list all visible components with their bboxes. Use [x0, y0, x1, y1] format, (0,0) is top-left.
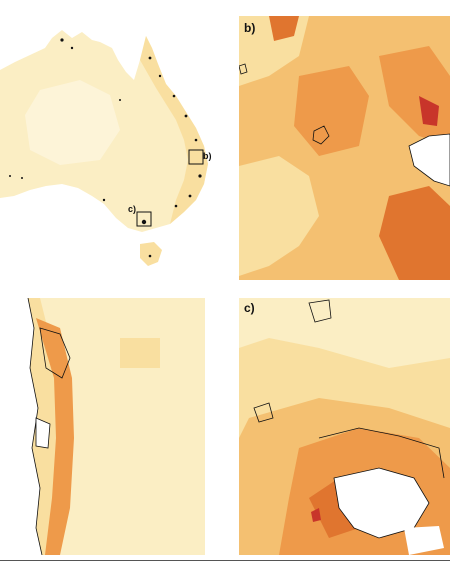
- panel-c-svg: [239, 298, 450, 555]
- melbourne-dot: [141, 219, 147, 225]
- estuary-outline: [35, 417, 51, 449]
- panel-b-label: b): [244, 21, 256, 35]
- urban-outline: [408, 133, 450, 187]
- australia-map-svg: [0, 30, 208, 266]
- australia-overview-map: b) c): [0, 0, 232, 280]
- light-patch: [120, 338, 160, 368]
- pale-north: [239, 298, 450, 368]
- red-hotspot: [419, 96, 439, 126]
- outline-north: [308, 299, 332, 323]
- bay-water-south: [404, 526, 444, 555]
- inset-box-b: [188, 149, 204, 165]
- panel-c-label: c): [244, 301, 255, 315]
- deep-region-bottom-right: [379, 186, 450, 280]
- inset-c-label: c): [128, 204, 137, 214]
- panel-b-map: b): [239, 16, 450, 280]
- red-hotspot-c: [311, 508, 321, 522]
- small-outline: [312, 125, 330, 145]
- australia-east-coast-band: [140, 36, 208, 224]
- australia-interior-patch: [25, 80, 120, 165]
- panel-coastal-map: [0, 298, 205, 555]
- urban-boundary: [318, 427, 445, 479]
- light-region: [239, 156, 319, 276]
- panel-b-svg: [239, 16, 450, 280]
- tasmania: [140, 242, 162, 266]
- inset-b-label: b): [203, 151, 212, 161]
- bottom-rule: [0, 560, 450, 561]
- edge-outline: [239, 63, 248, 75]
- coastline: [27, 298, 43, 555]
- urban-outline-north: [39, 327, 71, 379]
- coastal-orange-band: [36, 318, 74, 555]
- panel-coastal-svg: [0, 298, 205, 555]
- outline-west: [253, 402, 274, 423]
- urban-dots: [9, 38, 202, 258]
- deep-region-top: [269, 16, 299, 41]
- inset-box-c: [136, 211, 152, 227]
- orange-region-center: [294, 66, 369, 156]
- panel-c-map: c): [239, 298, 450, 555]
- sea-area: [0, 298, 42, 555]
